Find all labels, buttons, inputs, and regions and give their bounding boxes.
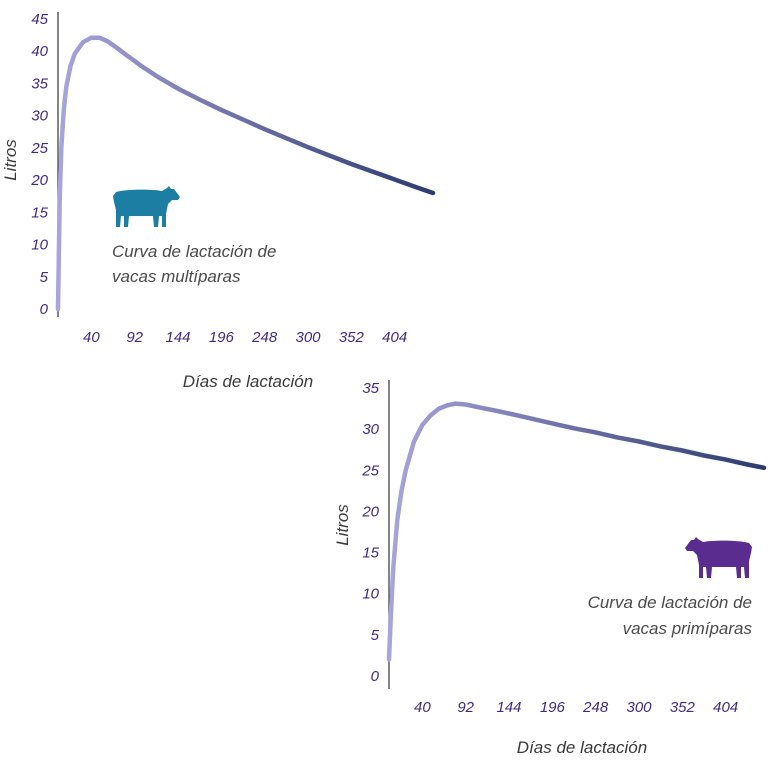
x-tick-label: 40 (414, 699, 431, 716)
y-tick-label: 15 (31, 204, 48, 221)
y-tick-labels: 0 5 10 15 20 25 30 35 40 45 (30, 11, 48, 318)
x-tick-labels: 40 92 144 196 248 300 352 404 (83, 329, 407, 346)
annotation-line-1: Curva de lactación de (588, 593, 752, 612)
x-tick-label: 144 (165, 329, 190, 346)
x-tick-label: 404 (382, 329, 407, 346)
series-line (55, 35, 436, 312)
series-line (386, 401, 767, 662)
cow-icon (685, 537, 752, 578)
y-tick-label: 35 (362, 380, 379, 397)
y-tick-label: 20 (30, 172, 48, 189)
x-axis-title: Días de lactación (183, 372, 313, 391)
y-tick-label: 10 (31, 237, 48, 254)
x-tick-label: 196 (540, 699, 566, 716)
y-tick-label: 0 (371, 668, 380, 685)
y-tick-label: 25 (30, 140, 48, 157)
x-tick-labels: 40 92 144 196 248 300 352 404 (414, 699, 738, 716)
x-axis-title: Días de lactación (517, 738, 647, 757)
chart-primiparas: 0 5 10 15 20 25 30 35 40 92 144 196 248 300 352 404 Li… (333, 380, 767, 757)
y-tick-label: 40 (31, 43, 48, 60)
y-axis-title: Litros (1, 139, 20, 181)
cow-icon (113, 186, 180, 227)
y-tick-label: 5 (371, 627, 380, 644)
x-tick-label: 92 (126, 329, 143, 346)
annotation-line-2: vacas primíparas (623, 619, 753, 638)
y-axis-title: Litros (333, 504, 352, 546)
y-tick-label: 15 (362, 545, 379, 562)
y-tick-label: 35 (31, 75, 48, 92)
y-tick-label: 45 (31, 11, 48, 28)
y-tick-label: 0 (40, 301, 49, 318)
y-tick-label: 30 (362, 421, 379, 438)
x-tick-label: 248 (251, 329, 278, 346)
annotation-line-1: Curva de lactación de (112, 242, 276, 261)
annotation-line-2: vacas multíparas (112, 267, 241, 286)
y-tick-label: 20 (361, 503, 379, 520)
x-tick-label: 144 (496, 699, 521, 716)
x-tick-label: 300 (626, 699, 652, 716)
x-tick-label: 40 (83, 329, 100, 346)
y-tick-label: 10 (362, 586, 379, 603)
y-tick-label: 30 (31, 108, 48, 125)
y-tick-labels: 0 5 10 15 20 25 30 35 (361, 380, 379, 685)
x-tick-label: 352 (339, 329, 365, 346)
y-tick-label: 5 (40, 269, 49, 286)
x-tick-label: 248 (582, 699, 609, 716)
x-tick-label: 300 (295, 329, 321, 346)
x-tick-label: 196 (209, 329, 235, 346)
y-tick-label: 25 (361, 462, 379, 479)
x-tick-label: 352 (670, 699, 696, 716)
x-tick-label: 404 (713, 699, 738, 716)
x-tick-label: 92 (457, 699, 474, 716)
